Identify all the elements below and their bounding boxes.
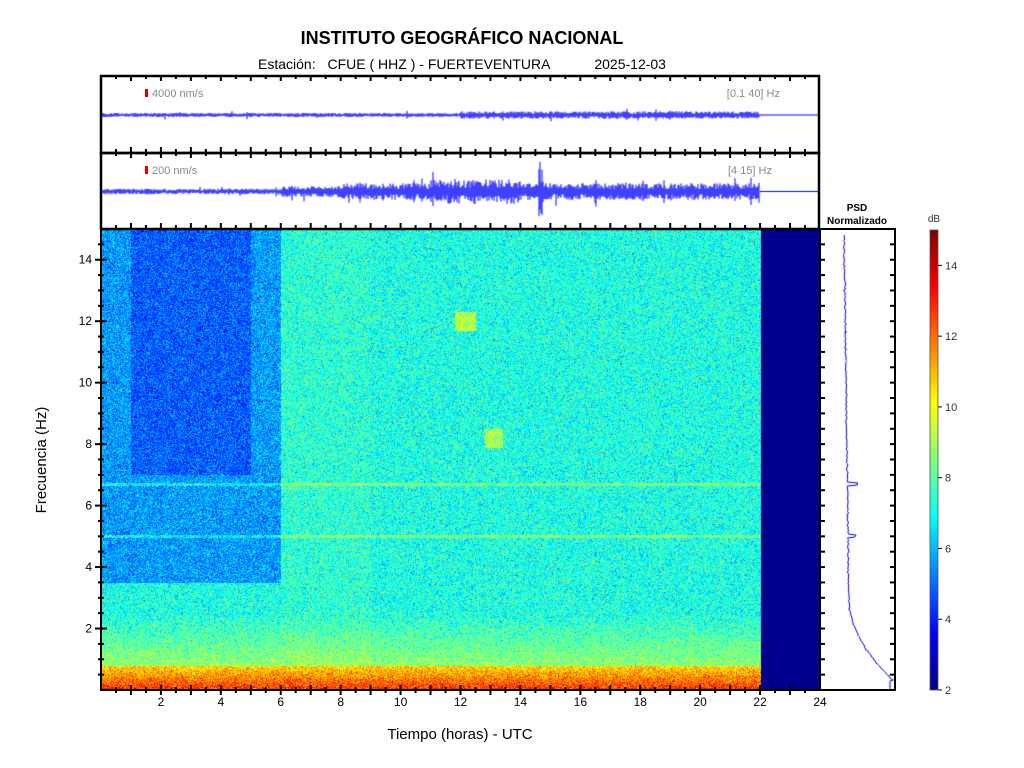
- station-name: CFUE ( HHZ ) - FUERTEVENTURA: [327, 56, 551, 72]
- y-tick-label: 12: [79, 314, 93, 328]
- colorbar-tick-label: 14: [945, 260, 957, 272]
- spectrogram-heatmap: [101, 229, 820, 690]
- y-tick-label: 14: [79, 253, 93, 267]
- y-tick-label: 8: [85, 437, 92, 451]
- y-tick-label: 6: [85, 499, 92, 513]
- x-tick-label: 24: [813, 695, 827, 709]
- x-tick-label: 10: [394, 695, 408, 709]
- station-label: Estación:: [258, 56, 316, 72]
- x-tick-label: 4: [217, 695, 224, 709]
- x-tick-label: 12: [454, 695, 468, 709]
- y-axis-label: Frecuencia (Hz): [33, 407, 50, 514]
- filtered-trace: [102, 154, 819, 229]
- x-tick-label: 6: [277, 695, 284, 709]
- chart-title: INSTITUTO GEOGRÁFICO NACIONAL: [300, 28, 624, 48]
- colorbar: [930, 230, 938, 690]
- chart-subtitle: Estación: CFUE ( HHZ ) - FUERTEVENTURA 2…: [0, 56, 924, 72]
- x-tick-label: 2: [158, 695, 165, 709]
- colorbar-unit: dB: [928, 214, 941, 225]
- x-axis-label: Tiempo (horas) - UTC: [387, 726, 532, 743]
- colorbar-tick-label: 6: [945, 543, 951, 555]
- axis-ticks: [95, 76, 942, 695]
- psd-frame: [819, 228, 896, 691]
- colorbar-tick-label: 2: [945, 685, 951, 697]
- y-tick-label: 2: [85, 622, 92, 636]
- colorbar-tick-label: 12: [945, 331, 957, 343]
- trace-panel-2: [99, 151, 821, 231]
- colorbar-frame: [929, 229, 939, 691]
- x-tick-label: 18: [634, 695, 648, 709]
- x-tick-label: 20: [693, 695, 707, 709]
- trace-1-band: [0.1 40] Hz: [727, 88, 780, 100]
- y-tick-label: 10: [79, 376, 93, 390]
- colorbar-tick-label: 8: [945, 473, 951, 485]
- x-tick-label: 14: [514, 695, 528, 709]
- scale-bar-2: [145, 166, 148, 174]
- psd-title-2: Normalizado: [827, 216, 887, 227]
- trace-1-scale: 4000 nm/s: [152, 88, 204, 100]
- colorbar-tick-label: 10: [945, 402, 957, 414]
- trace-2-band: [4 15] Hz: [728, 165, 772, 177]
- date-label: 2025-12-03: [594, 56, 666, 72]
- spectrogram-frame: [100, 228, 821, 691]
- trace-panel-1: [99, 74, 821, 155]
- colorbar-tick-label: 4: [945, 614, 951, 626]
- scale-bar-1: [145, 89, 148, 97]
- psd-title-1: PSD: [847, 203, 868, 214]
- x-tick-label: 8: [337, 695, 344, 709]
- psd-curve: [820, 229, 895, 690]
- y-tick-label: 4: [85, 560, 92, 574]
- broadband-trace: [102, 77, 819, 153]
- trace-2-scale: 200 nm/s: [152, 165, 198, 177]
- x-tick-label: 22: [753, 695, 767, 709]
- x-tick-label: 16: [574, 695, 588, 709]
